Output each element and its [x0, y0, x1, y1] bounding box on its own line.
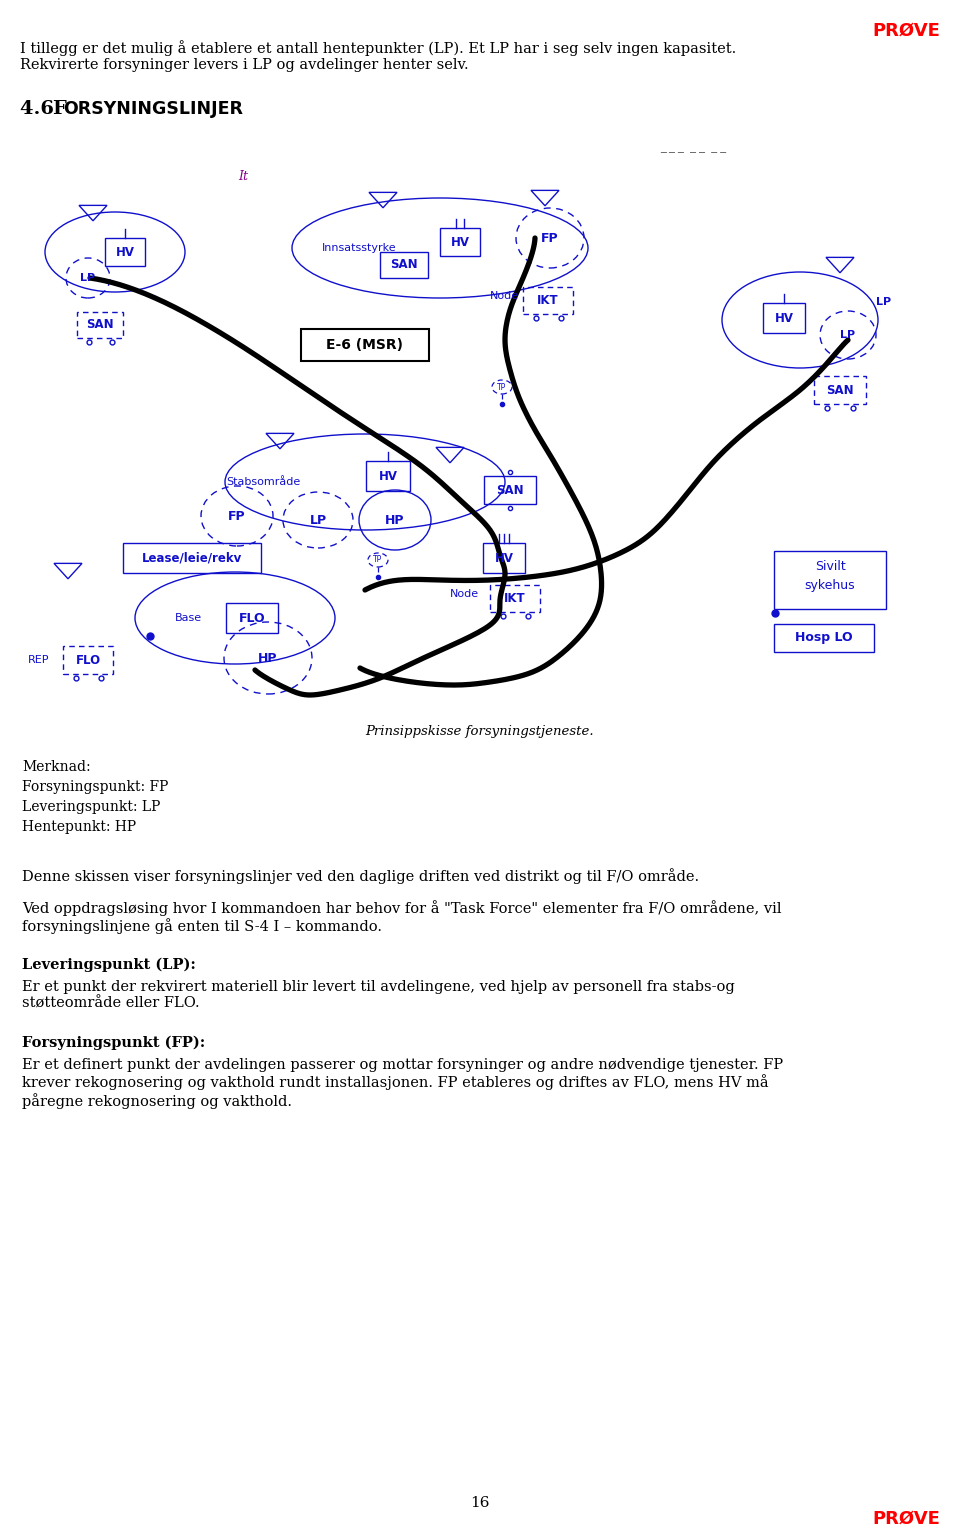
Bar — [483, 543, 525, 573]
Text: Er et punkt der rekvirert materiell blir levert til avdelingene, ved hjelp av pe: Er et punkt der rekvirert materiell blir… — [22, 980, 734, 1011]
Text: Innsatsstyrke: Innsatsstyrke — [322, 243, 396, 252]
Text: Sivilt: Sivilt — [815, 561, 846, 573]
Text: Er et definert punkt der avdelingen passerer og mottar forsyninger og andre nødv: Er et definert punkt der avdelingen pass… — [22, 1058, 783, 1109]
Bar — [523, 286, 573, 313]
Text: TP: TP — [497, 382, 507, 391]
Bar — [63, 645, 113, 674]
Bar — [814, 376, 866, 404]
Bar — [301, 329, 429, 361]
Bar — [774, 624, 874, 651]
Text: Leveringspunkt (LP):: Leveringspunkt (LP): — [22, 959, 196, 972]
Text: HV: HV — [494, 552, 514, 564]
Bar — [380, 252, 428, 278]
Bar — [123, 543, 261, 573]
Text: SAN: SAN — [390, 258, 418, 272]
Text: IKT: IKT — [504, 592, 526, 604]
Text: LP: LP — [840, 330, 855, 339]
Text: HV: HV — [775, 312, 794, 324]
Text: HV: HV — [450, 235, 469, 249]
Text: Node: Node — [450, 589, 479, 599]
Bar — [490, 584, 540, 612]
Text: SAN: SAN — [827, 384, 853, 396]
Text: Lease/leie/rekv: Lease/leie/rekv — [142, 552, 242, 564]
Text: 16: 16 — [470, 1495, 490, 1511]
Bar — [440, 228, 480, 255]
Text: Prinsippskisse forsyningstjeneste.: Prinsippskisse forsyningstjeneste. — [366, 725, 594, 739]
Text: Forsyningspunkt (FP):: Forsyningspunkt (FP): — [22, 1037, 205, 1050]
Text: Hentepunkt: HP: Hentepunkt: HP — [22, 820, 136, 833]
Text: LP: LP — [309, 514, 326, 526]
Text: sykehus: sykehus — [804, 578, 855, 592]
Text: LP: LP — [81, 274, 96, 283]
Bar — [774, 550, 886, 609]
Text: TP: TP — [373, 555, 383, 564]
Bar — [77, 312, 123, 338]
Text: HV: HV — [115, 246, 134, 258]
Bar — [484, 476, 536, 505]
Text: LP: LP — [876, 297, 891, 307]
Text: I tillegg er det mulig å etablere et antall hentepunkter (LP). Et LP har i seg s: I tillegg er det mulig å etablere et ant… — [20, 40, 736, 57]
Text: FLO: FLO — [76, 653, 101, 667]
Bar — [763, 303, 805, 333]
Text: Denne skissen viser forsyningslinjer ved den daglige driften ved distrikt og til: Denne skissen viser forsyningslinjer ved… — [22, 868, 699, 884]
Text: ORSYNINGSLINJER: ORSYNINGSLINJER — [63, 99, 243, 118]
Bar — [226, 602, 278, 633]
Text: Stabsområde: Stabsområde — [226, 477, 300, 488]
Bar — [366, 462, 410, 491]
Text: PRØVE: PRØVE — [872, 21, 940, 40]
Text: HP: HP — [258, 651, 277, 665]
Text: FLO: FLO — [239, 612, 265, 624]
Text: Base: Base — [175, 613, 203, 622]
Text: Leveringspunkt: LP: Leveringspunkt: LP — [22, 800, 160, 813]
Text: SAN: SAN — [86, 318, 114, 332]
Text: Hosp LO: Hosp LO — [795, 631, 852, 645]
Text: HV: HV — [378, 469, 397, 483]
Text: FP: FP — [228, 509, 246, 523]
Text: Forsyningspunkt: FP: Forsyningspunkt: FP — [22, 780, 168, 794]
Text: It: It — [238, 170, 248, 183]
Text: ─ ─ ─  ─ ─  ─ ─: ─ ─ ─ ─ ─ ─ ─ — [660, 148, 726, 157]
Text: Node: Node — [490, 291, 519, 301]
Text: F: F — [52, 99, 65, 118]
Text: HP: HP — [385, 514, 405, 526]
Text: E-6 (MSR): E-6 (MSR) — [326, 338, 403, 352]
Text: FP: FP — [541, 231, 559, 245]
Text: Rekvirerte forsyninger levers i LP og avdelinger henter selv.: Rekvirerte forsyninger levers i LP og av… — [20, 58, 468, 72]
Text: SAN: SAN — [496, 483, 524, 497]
Text: REP: REP — [28, 654, 50, 665]
Text: 4.6: 4.6 — [20, 99, 60, 118]
Text: Merknad:: Merknad: — [22, 760, 90, 774]
Text: IKT: IKT — [538, 294, 559, 306]
Bar — [105, 239, 145, 266]
Text: Ved oppdragsløsing hvor I kommandoen har behov for å "Task Force" elementer fra : Ved oppdragsløsing hvor I kommandoen har… — [22, 901, 781, 934]
Text: PRØVE: PRØVE — [872, 1511, 940, 1527]
